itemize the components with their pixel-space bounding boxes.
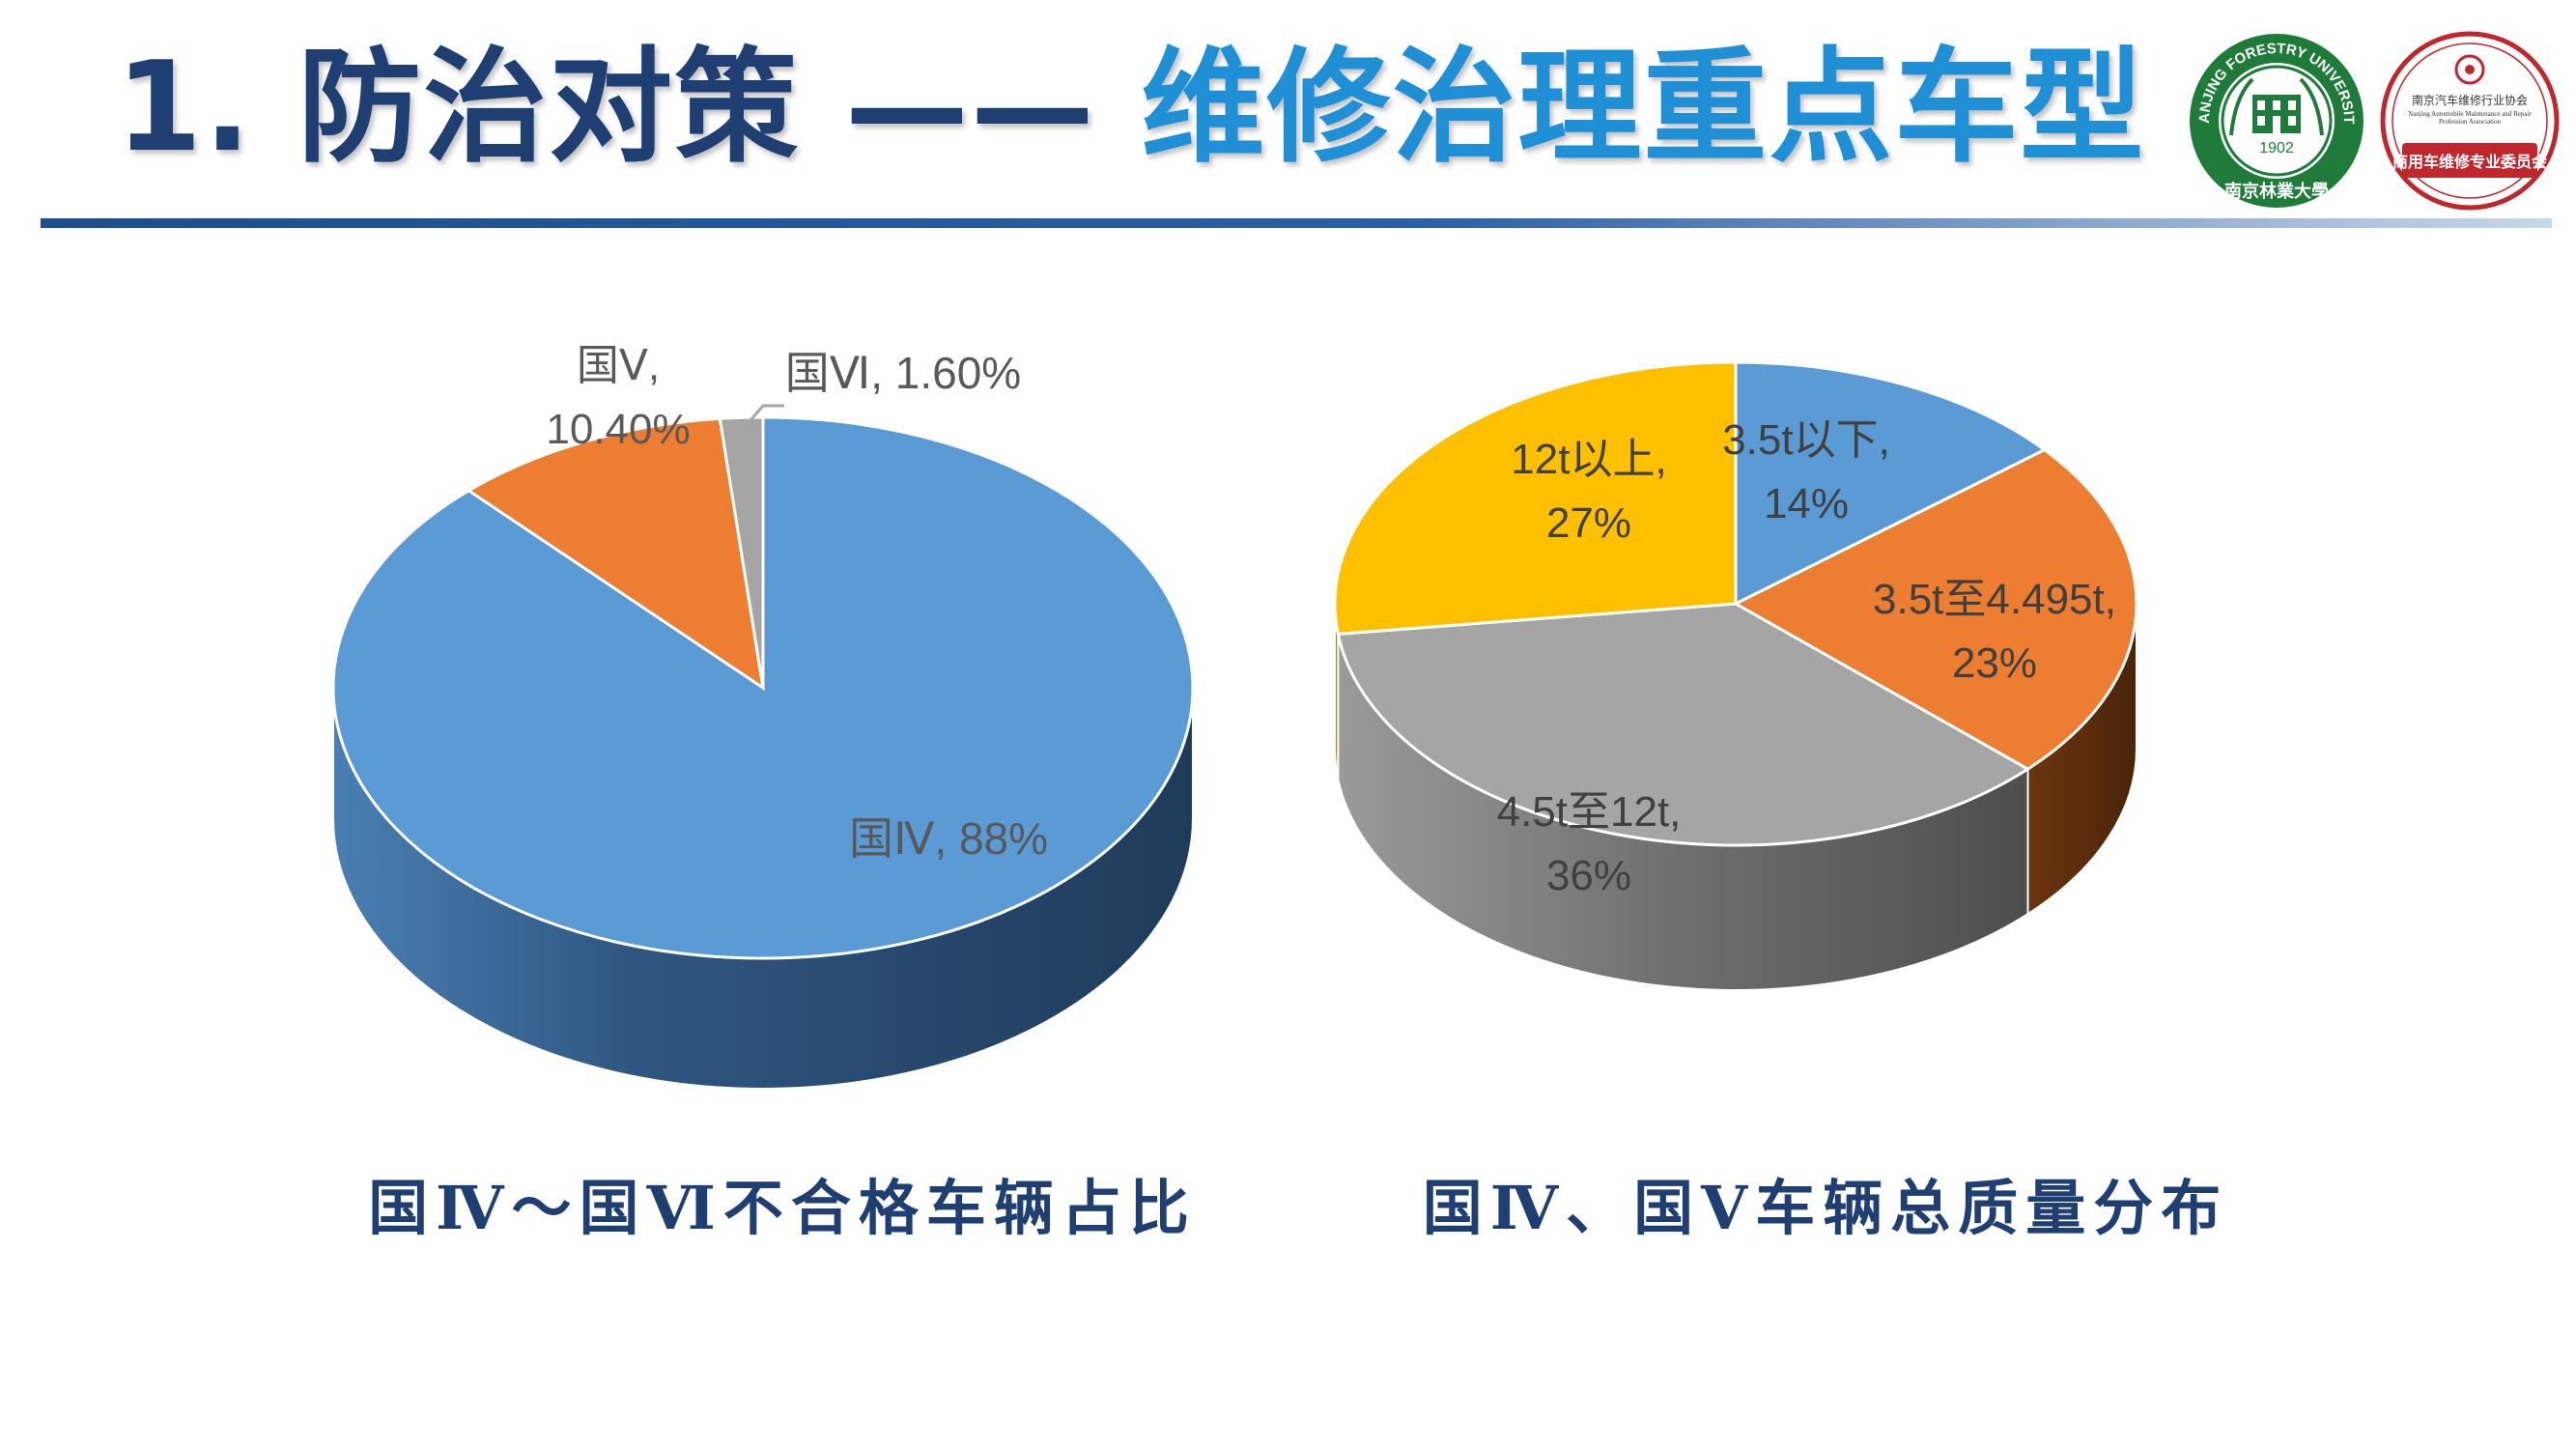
slice-data-label: 36% (1546, 852, 1631, 899)
pie-slice (1732, 447, 2138, 771)
pie-slice (1336, 602, 2031, 847)
title-divider (41, 218, 2552, 228)
pie-chart-emission-standard: 国Ⅳ, 88% 国Ⅴ, 10.40% 国Ⅵ, 1.60% (331, 342, 1195, 1090)
pie-slice (466, 416, 766, 692)
slice-data-label: 国Ⅵ, 1.60% (785, 348, 1021, 398)
chart2-caption: 国Ⅳ、国Ⅴ车辆总质量分布 (1422, 1173, 2229, 1243)
slice-data-label: 12t以上, (1511, 436, 1666, 483)
slice-data-label: 10.40% (546, 406, 690, 453)
logo-year: 1902 (2259, 140, 2294, 156)
chart1-caption: 国Ⅳ～国Ⅵ不合格车辆占比 (368, 1173, 1197, 1243)
pie-slice (1734, 360, 2048, 607)
slice-data-label: 国Ⅳ, 88% (849, 813, 1048, 864)
association-logo: 南京汽车维修行业协会 Nanjing Automobile Maintenanc… (2380, 31, 2560, 211)
page-title: 1. 防治对策 —— 维修治理重点车型 (116, 46, 2145, 170)
pie-chart-vehicle-weight: 3.5t以下, 14% 3.5t至4.495t, 23% 4.5t至12t, 36% 12t… (1333, 360, 2138, 991)
slice-data-label: 3.5t至4.495t, (1873, 576, 2116, 623)
association-name: 南京汽车维修行业协会 (2412, 93, 2528, 107)
title-prefix: 1. 防治对策 —— (116, 36, 1096, 180)
slice-data-label: 14% (1764, 480, 1849, 527)
slice-data-label: 国Ⅴ, (577, 342, 660, 389)
association-english-name: Nanjing Automobile Maintenance and Repai… (2408, 110, 2532, 126)
logo-bottom-text: 南京林業大學 (2224, 181, 2329, 202)
label-leader-line (742, 404, 784, 429)
slice-data-label: 3.5t以下, (1722, 416, 1890, 464)
slice-data-label: 23% (1952, 639, 2037, 687)
slice-data-label: 4.5t至12t, (1497, 788, 1682, 836)
pie-slice (718, 415, 765, 689)
pie-slice (1333, 360, 1738, 636)
association-committee: 商用车维修专业委员会 (2392, 153, 2547, 171)
university-logo: NANJING FORESTRY UNIVERSITY 1902 南京林業大學 (2185, 29, 2365, 210)
title-topic: 维修治理重点车型 (1141, 36, 2146, 180)
slice-data-label: 27% (1546, 499, 1631, 547)
